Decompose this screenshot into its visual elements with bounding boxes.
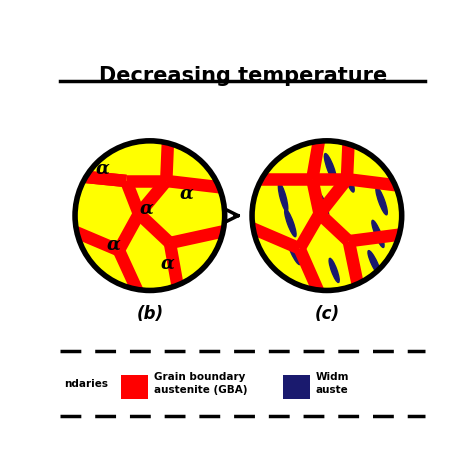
Bar: [121, 375, 148, 399]
Text: Decreasing temperature: Decreasing temperature: [99, 66, 387, 86]
Bar: [283, 375, 310, 399]
Text: α: α: [161, 254, 175, 272]
Text: ndaries: ndaries: [64, 379, 108, 389]
Ellipse shape: [288, 240, 301, 264]
Ellipse shape: [343, 166, 354, 192]
Text: Widm
auste: Widm auste: [316, 373, 349, 395]
Circle shape: [252, 141, 401, 291]
Circle shape: [75, 141, 225, 291]
Ellipse shape: [318, 193, 328, 217]
Ellipse shape: [329, 258, 339, 283]
Text: α: α: [107, 236, 120, 254]
Text: α: α: [180, 185, 193, 203]
Text: α: α: [139, 200, 153, 218]
Ellipse shape: [372, 220, 384, 247]
Ellipse shape: [324, 154, 337, 183]
Ellipse shape: [376, 187, 387, 215]
Ellipse shape: [285, 209, 296, 237]
Ellipse shape: [368, 251, 381, 275]
Text: Grain boundary
austenite (GBA): Grain boundary austenite (GBA): [154, 373, 247, 395]
Text: (b): (b): [137, 305, 164, 323]
Text: α: α: [95, 159, 109, 177]
Ellipse shape: [278, 183, 288, 211]
Text: (c): (c): [314, 305, 339, 323]
